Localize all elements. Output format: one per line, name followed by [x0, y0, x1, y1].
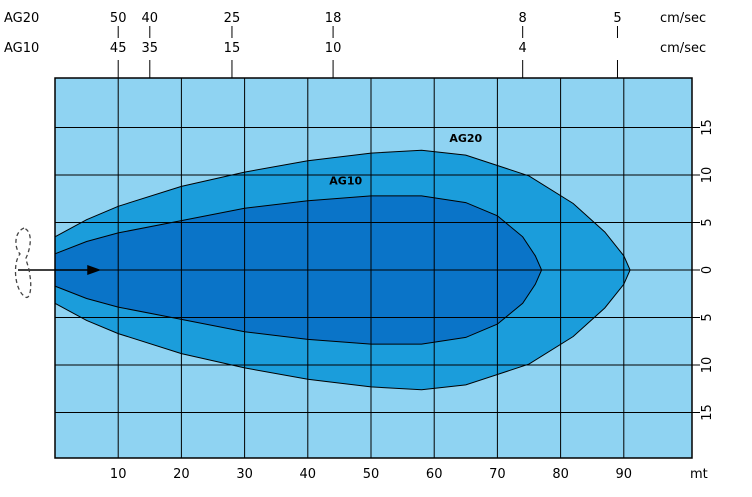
x-tick-label: 20: [173, 467, 190, 482]
x-axis: 10 20 30 40 50 60 70 80 90 mt: [110, 467, 708, 482]
y-tick-label: 10: [700, 167, 715, 184]
top-axis: AG20 cm/sec 50 40 25 18 8 5 AG10 cm/sec 45 35 15 10 4: [4, 11, 706, 78]
top-axis-name-ag20: AG20: [4, 11, 39, 26]
y-tick-label: 0: [700, 266, 715, 274]
top-axis-unit: cm/sec: [660, 41, 706, 56]
sensor-icon: [14, 227, 32, 299]
series-label-ag10: AG10: [329, 175, 362, 188]
top-tick-label: 25: [224, 11, 241, 26]
y-tick-label: 5: [700, 218, 715, 226]
y-tick-label: 5: [700, 313, 715, 321]
top-tick-label: 5: [613, 11, 621, 26]
x-tick-label: 60: [426, 467, 443, 482]
y-tick-label: 15: [700, 404, 715, 421]
x-tick-label: 80: [552, 467, 569, 482]
x-axis-label: mt: [690, 467, 708, 482]
x-tick-label: 10: [110, 467, 127, 482]
arrow-head: [87, 265, 102, 275]
x-tick-label: 90: [616, 467, 633, 482]
top-axis-unit: cm/sec: [660, 11, 706, 26]
x-tick-label: 70: [489, 467, 506, 482]
series-label-ag20: AG20: [449, 132, 482, 145]
y-axis: 15 10 5 0 5 10 15: [692, 119, 715, 421]
top-tick-label: 45: [110, 41, 127, 56]
y-tick-label: 10: [700, 357, 715, 374]
top-tick-label: 18: [325, 11, 342, 26]
top-tick-label: 15: [224, 41, 241, 56]
y-tick-label: 15: [700, 119, 715, 136]
top-axis-name-ag10: AG10: [4, 41, 39, 56]
top-tick-label: 40: [142, 11, 159, 26]
top-tick-label: 8: [519, 11, 527, 26]
plot-border: [54, 77, 693, 459]
x-tick-label: 50: [363, 467, 380, 482]
x-tick-label: 30: [236, 467, 253, 482]
top-tick-label: 10: [325, 41, 342, 56]
x-tick-label: 40: [300, 467, 317, 482]
top-tick-label: 50: [110, 11, 127, 26]
plot-area: AG20 AG10: [18, 77, 693, 459]
top-tick-label: 4: [519, 41, 527, 56]
top-tick-label: 35: [142, 41, 159, 56]
